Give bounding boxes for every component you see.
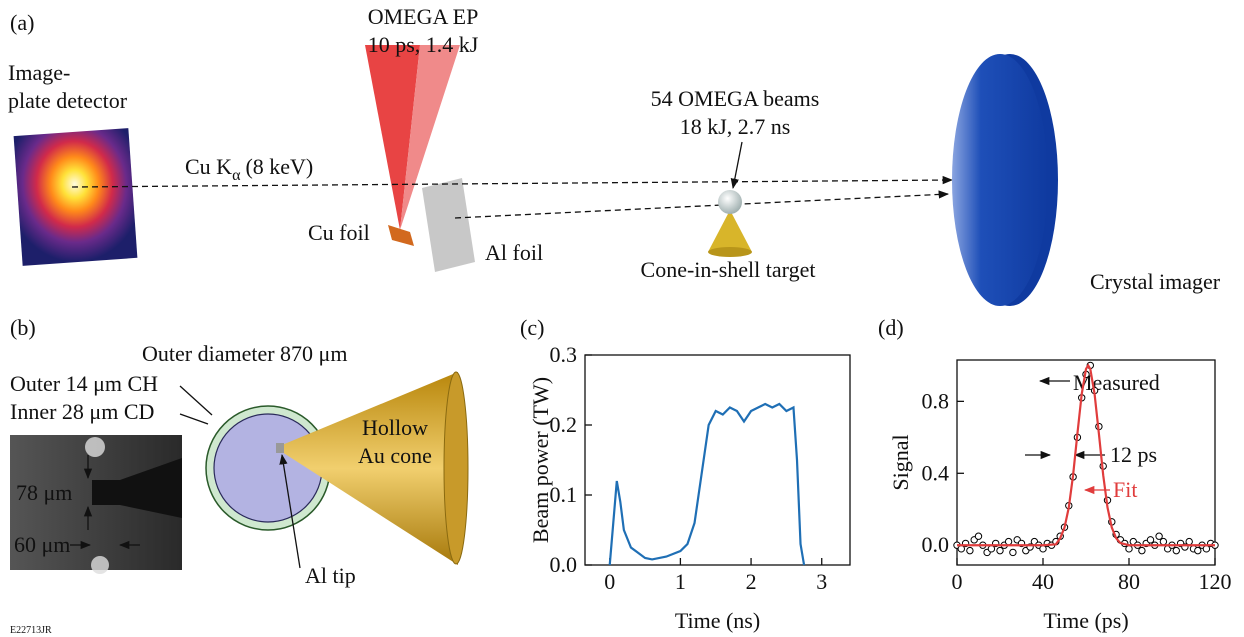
image-plate (14, 128, 138, 266)
label: Inner 28 μm CD (10, 399, 154, 424)
label: 60 μm (14, 532, 70, 557)
label: Outer diameter 870 μm (142, 341, 347, 366)
label: 54 OMEGA beams (651, 86, 820, 111)
x-tick-label: 40 (1032, 569, 1054, 594)
y-tick-label: 0.4 (922, 460, 950, 485)
y-tick-label: 0.8 (922, 388, 950, 413)
leader (180, 386, 212, 415)
label: 18 kJ, 2.7 ns (680, 114, 791, 139)
data-point (958, 546, 964, 552)
y-tick-label: 0.2 (550, 412, 578, 437)
x-axis-label: Time (ps) (1043, 608, 1128, 633)
y-tick-label: 0.0 (550, 552, 578, 577)
label: Hollow (362, 415, 428, 440)
data-point (1010, 549, 1016, 555)
y-tick-label: 0.0 (922, 532, 950, 557)
panel-a-drawing (14, 45, 1058, 306)
label: Crystal imager (1090, 269, 1221, 294)
data-point (1147, 537, 1153, 543)
y-axis-label: Beam power (TW) (528, 377, 553, 543)
figure-id: E22713JR (10, 625, 52, 636)
x-tick-label: 0 (952, 569, 963, 594)
legend-label: Fit (1113, 477, 1137, 502)
label: 78 μm (16, 480, 72, 505)
label: OMEGA EP (368, 4, 479, 29)
label: 10 ps, 1.4 kJ (368, 32, 479, 57)
cone-base (708, 247, 752, 257)
glare (91, 556, 109, 574)
label: α (232, 167, 241, 184)
x-tick-label: 3 (816, 569, 827, 594)
figure: (a) (b) (c) (d) OMEGA EP 10 ps, 1.4 kJ I… (0, 0, 1244, 637)
x-tick-label: 120 (1199, 569, 1232, 594)
x-tick-label: 0 (604, 569, 615, 594)
data-point (1040, 546, 1046, 552)
data-point (988, 546, 994, 552)
inner-layer (214, 414, 322, 522)
data-point (975, 533, 981, 539)
y-axis-label: Signal (888, 434, 913, 490)
annotation: 12 ps (1110, 442, 1157, 467)
label: Cone-in-shell target (641, 257, 816, 282)
cone-mouth (444, 372, 468, 564)
label: Cu foil (308, 220, 370, 245)
panel-label: (d) (878, 315, 904, 340)
data-point (1160, 538, 1166, 544)
x-axis-label: Time (ns) (675, 608, 760, 633)
data-point (1005, 538, 1011, 544)
shell (718, 190, 742, 214)
crystal (952, 54, 1048, 306)
data-line (610, 404, 804, 565)
y-tick-label: 0.1 (550, 482, 578, 507)
panel-label: (b) (10, 315, 36, 340)
al-tip (276, 443, 284, 453)
label: Outer 14 μm CH (10, 371, 158, 396)
al-foil (422, 178, 475, 272)
label: Image- (8, 60, 70, 85)
x-tick-label: 80 (1118, 569, 1140, 594)
xray-path (455, 194, 948, 218)
x-tick-label: 1 (675, 569, 686, 594)
au-cone (282, 372, 458, 565)
label: Cu K (185, 154, 232, 179)
data-point (1173, 547, 1179, 553)
glare (85, 437, 105, 457)
label: Au cone (358, 443, 432, 468)
label: (8 keV) (245, 154, 313, 179)
cone (708, 210, 752, 252)
leader (180, 414, 208, 424)
cu-foil (388, 225, 414, 246)
data-point (1139, 547, 1145, 553)
x-tick-label: 2 (746, 569, 757, 594)
label: Cu Kα(8 keV) (185, 154, 313, 184)
data-point (1195, 547, 1201, 553)
data-point (1126, 546, 1132, 552)
xray-path (72, 180, 952, 187)
data-point (1203, 546, 1209, 552)
panel-label: (c) (520, 315, 544, 340)
label: plate detector (8, 88, 128, 113)
panel-label: (a) (10, 10, 34, 35)
label: Al foil (485, 240, 543, 265)
label: Al tip (305, 563, 356, 588)
data-point (997, 547, 1003, 553)
data-point (1156, 533, 1162, 539)
data-point (967, 547, 973, 553)
y-tick-label: 0.3 (550, 342, 578, 367)
data-point (1186, 538, 1192, 544)
